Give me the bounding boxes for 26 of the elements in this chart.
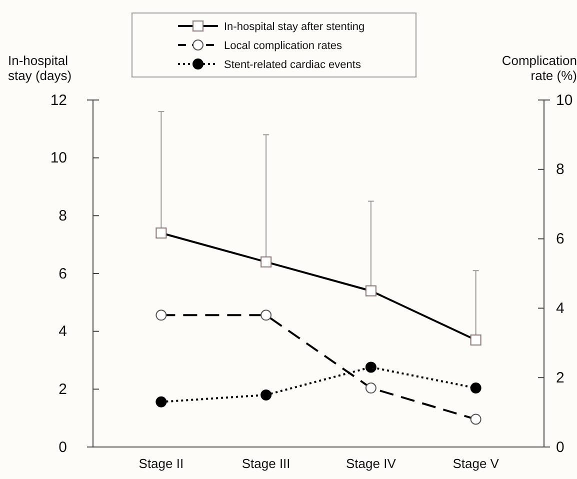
- y-tick-label: 0: [58, 438, 67, 456]
- x-tick-label: Stage II: [138, 456, 184, 472]
- legend-label: Stent-related cardiac events: [224, 59, 362, 71]
- legend-label: In-hospital stay after stenting: [224, 21, 365, 33]
- y2-tick-label: 8: [556, 161, 564, 178]
- point: [156, 396, 167, 408]
- x-tick-label: Stage V: [452, 456, 500, 472]
- y-tick-label: 8: [58, 207, 67, 224]
- y2-tick-label: 4: [556, 300, 564, 317]
- point: [365, 362, 376, 373]
- y-tick-label: 6: [58, 265, 67, 282]
- y2-tick-label: 10: [556, 92, 573, 109]
- y-axis-title: In-hospital stay (days): [8, 53, 73, 83]
- point: [260, 389, 272, 400]
- y-tick-label: 2: [58, 380, 67, 398]
- y-tick-label: 12: [50, 92, 67, 109]
- point: [470, 382, 482, 394]
- y2-tick-label: 6: [556, 230, 564, 248]
- y-tick-label: 4: [58, 323, 67, 340]
- y2-tick-label: 0: [556, 438, 564, 456]
- y2-tick-label: 2: [556, 369, 564, 386]
- x-tick-label: Stage III: [242, 456, 290, 472]
- x-tick-label: Stage IV: [346, 456, 396, 472]
- y-tick-label: 10: [50, 150, 67, 167]
- y2-axis-title: Complication rate (%): [500, 53, 577, 83]
- legend-label: Local complication rates: [224, 40, 343, 52]
